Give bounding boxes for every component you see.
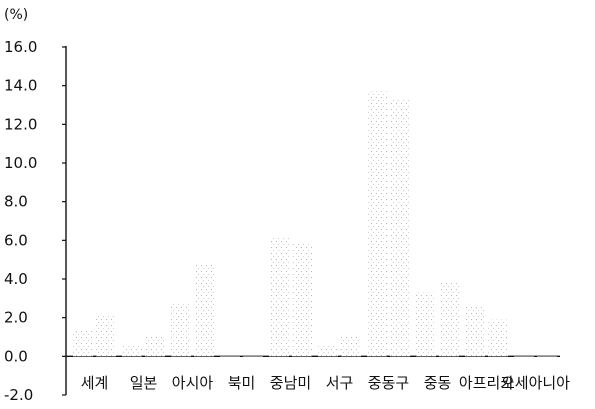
bar-북미-series-2 xyxy=(243,356,263,357)
bar-중남미-series-2 xyxy=(292,242,312,357)
y-axis-unit-label: (%) xyxy=(4,7,28,23)
y-tick-label: 6.0 xyxy=(4,231,28,249)
x-category-label: 아프리카 xyxy=(459,374,514,392)
x-category-label: 세계 xyxy=(81,374,109,392)
bar-중동-series-2 xyxy=(439,282,459,357)
x-category-label: 오세아니아 xyxy=(501,374,570,392)
bar-오세아니아-series-2 xyxy=(537,356,557,357)
bar-서구-series-1 xyxy=(318,344,338,357)
x-category-label: 중동 xyxy=(424,374,452,392)
y-tick-label: 4.0 xyxy=(4,270,28,288)
y-tick-label: 16.0 xyxy=(4,38,37,56)
x-category-label: 북미 xyxy=(228,374,256,392)
bar-중동구-series-1 xyxy=(367,91,387,357)
bar-일본-series-1 xyxy=(122,344,142,357)
bar-아프리카-series-1 xyxy=(465,306,485,357)
x-category-label: 서구 xyxy=(326,374,354,392)
y-tick-label: 0.0 xyxy=(4,347,28,365)
bar-세계-series-1 xyxy=(73,329,93,357)
bar-세계-series-2 xyxy=(96,313,116,357)
y-tick-label: 8.0 xyxy=(4,193,28,211)
bar-일본-series-2 xyxy=(145,337,165,357)
bar-아시아-series-2 xyxy=(194,263,214,357)
x-category-label: 중동구 xyxy=(368,374,409,392)
bar-중동구-series-2 xyxy=(390,99,410,357)
bar-아시아-series-1 xyxy=(171,304,191,357)
bar-서구-series-2 xyxy=(341,335,361,357)
y-tick-label: 14.0 xyxy=(4,77,37,95)
bar-중남미-series-1 xyxy=(269,236,289,357)
bar-아프리카-series-2 xyxy=(488,319,508,357)
y-tick-label: 2.0 xyxy=(4,309,28,327)
axes xyxy=(65,46,560,395)
y-tick-label: 12.0 xyxy=(4,115,37,133)
x-category-label: 일본 xyxy=(130,374,158,392)
bar-오세아니아-series-1 xyxy=(514,356,534,357)
y-tick-label: -2.0 xyxy=(4,386,33,404)
y-tick-label: 10.0 xyxy=(4,154,37,172)
bar-중동-series-1 xyxy=(416,292,436,357)
bars xyxy=(73,91,557,357)
bar-북미-series-1 xyxy=(220,356,240,357)
y-axis-ticks: 16.0 14.0 12.0 10.0 8.0 6.0 4.0 2.0 0.0 -2.0 xyxy=(4,38,66,404)
x-category-label: 아시아 xyxy=(172,374,214,392)
x-category-label: 중남미 xyxy=(270,374,311,392)
